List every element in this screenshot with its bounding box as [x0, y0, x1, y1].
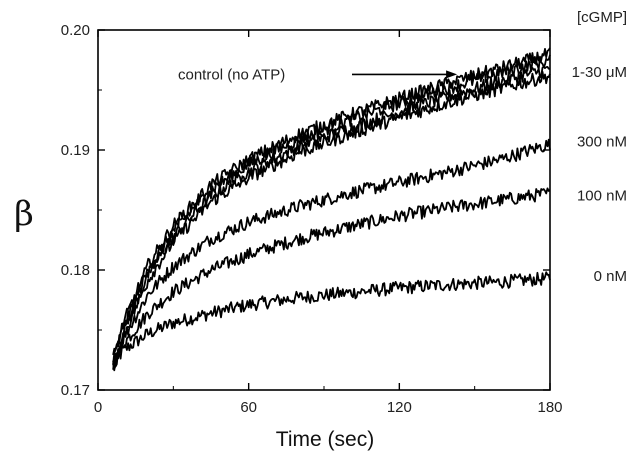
series-line-100-nm — [112, 187, 551, 370]
x-tick-label: 180 — [537, 399, 562, 416]
y-tick-label: 0.17 — [61, 382, 90, 399]
x-tick-label: 0 — [94, 399, 102, 416]
series-label: 1-30 μM — [572, 64, 627, 81]
axes: 0 60 120 180 0.17 0.18 0.19 0.20 — [61, 22, 563, 416]
series-label: 100 nM — [577, 188, 627, 205]
plot-area — [112, 47, 551, 372]
control-annotation: control (no ATP) — [178, 66, 285, 83]
labels: Time (sec) β [cGMP] control (no ATP) 0 n… — [14, 9, 627, 451]
series-line-trace-6 — [112, 47, 551, 356]
y-axis-title: β — [14, 194, 34, 234]
y-tick-label: 0.18 — [61, 262, 90, 279]
annotation-arrow-head — [446, 70, 458, 79]
x-tick-label: 60 — [240, 399, 257, 416]
series-label: 0 nM — [594, 268, 627, 285]
series-line-trace-5 — [112, 70, 551, 372]
x-tick-label: 120 — [387, 399, 412, 416]
x-axis-title: Time (sec) — [276, 428, 374, 451]
series-line-1-30-m — [112, 65, 551, 364]
y-tick-label: 0.20 — [61, 22, 90, 39]
legend-header: [cGMP] — [577, 9, 627, 26]
series-line-300-nm — [112, 138, 551, 370]
series-line-0-nm — [112, 271, 551, 368]
series-label: 300 nM — [577, 134, 627, 151]
y-tick-label: 0.19 — [61, 142, 90, 159]
